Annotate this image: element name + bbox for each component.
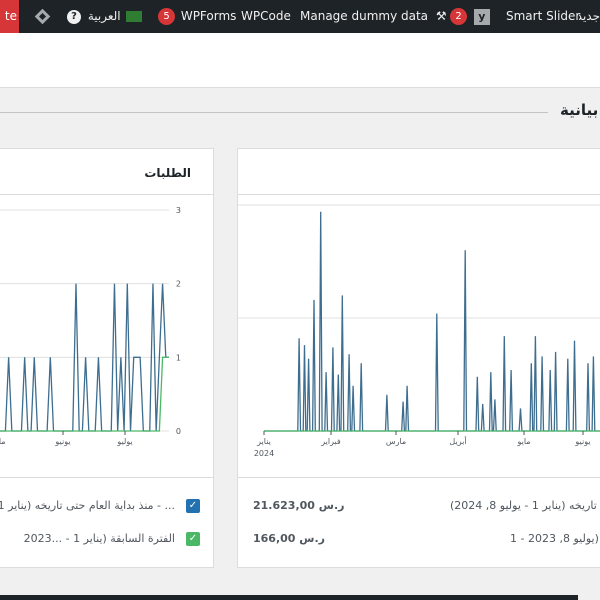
hammer-icon: ⚒ [435, 9, 447, 23]
legend-previous-period: الفترة السابقة (يناير 1 - ...2023 [23, 532, 175, 545]
yoast-icon: y [473, 8, 490, 25]
orders-chart-panel: الطلبات 3 2 1 0 مايو يونيو يوليو ✓ منذ بداية ا… [0, 148, 214, 568]
bottom-bar [0, 595, 578, 600]
y-tick-label: 2 [176, 280, 181, 289]
x-tick-label: مايو [516, 437, 530, 446]
site-name-label: te [4, 9, 17, 23]
wpcode-menu[interactable]: WPCode [241, 0, 291, 33]
admin-bar: te ? العربية 5 WPForms WPCode Manage dum… [0, 0, 600, 33]
current-period-label: تاريخه (يناير 1 - يوليو 8, 2024) [450, 499, 597, 512]
diamond-icon[interactable] [33, 0, 51, 33]
sales-chart-footer: 21.623,00 ر.س تاريخه (يناير 1 - يوليو 8,… [238, 477, 600, 569]
wpcode-label: WPCode [241, 9, 291, 23]
x-tick-label: يونيو [54, 437, 70, 446]
orders-chart-title: الطلبات [144, 166, 191, 180]
manage-dummy-data-menu[interactable]: Manage dummy data ⚒ [300, 0, 447, 33]
wpforms-count-badge: 5 [158, 8, 175, 25]
page-header [0, 33, 600, 88]
series-line [264, 211, 600, 432]
x-tick-label: مارس [386, 437, 406, 446]
y-tick-label: 1 [176, 353, 181, 362]
x-tick-label: أبريل [449, 436, 466, 446]
sales-chart: يناير فبراير مارس أبريل مايو يونيو 2024 [238, 204, 600, 458]
yoast-count-badge: 2 [450, 8, 467, 25]
legend-current-period: منذ بداية العام حتى تاريخه (يناير 1 - ..… [0, 499, 175, 512]
series-line [0, 283, 169, 432]
x-tick-label: مايو [0, 437, 6, 446]
checkbox-previous-period[interactable]: ✓ [186, 532, 200, 546]
previous-period-label: 1 - يوليو 8, 2023) [510, 532, 599, 545]
wpforms-menu[interactable]: 5 WPForms [158, 0, 236, 33]
sales-chart-panel: يناير فبراير مارس أبريل مايو يونيو 2024 21.623… [237, 148, 600, 568]
x-year-label: 2024 [254, 449, 274, 458]
series-line [0, 356, 169, 432]
orders-chart-footer: ✓ منذ بداية العام حتى تاريخه (يناير 1 - … [0, 477, 213, 569]
smart-slider-label: Smart Slider [506, 9, 581, 23]
section-title: بيانية [0, 101, 600, 123]
x-tick-label: فبراير [320, 437, 341, 446]
language-switcher[interactable]: ? العربية [67, 0, 143, 33]
x-tick-label: يوليو [116, 437, 132, 446]
dummy-label: Manage dummy data [300, 9, 429, 23]
new-content-menu[interactable]: جديد [579, 0, 600, 33]
current-period-value: 21.623,00 ر.س [253, 499, 345, 512]
yoast-menu[interactable]: 2 y [450, 0, 490, 33]
flag-icon [126, 11, 143, 22]
wpforms-label: WPForms [180, 9, 237, 23]
new-label: جديد [579, 9, 600, 23]
orders-chart: 3 2 1 0 مايو يونيو يوليو [0, 206, 181, 446]
smart-slider-menu[interactable]: Smart Slider [506, 0, 580, 33]
language-label: العربية [87, 9, 121, 23]
previous-period-value: 166,00 ر.س [253, 532, 325, 545]
site-name-button[interactable]: te [0, 0, 19, 33]
checkbox-current-period[interactable]: ✓ [186, 499, 200, 513]
y-tick-label: 0 [176, 427, 181, 436]
x-tick-label: يناير [256, 437, 271, 446]
help-icon: ? [67, 9, 81, 24]
x-tick-label: يونيو [574, 437, 590, 446]
y-tick-label: 3 [176, 206, 181, 215]
